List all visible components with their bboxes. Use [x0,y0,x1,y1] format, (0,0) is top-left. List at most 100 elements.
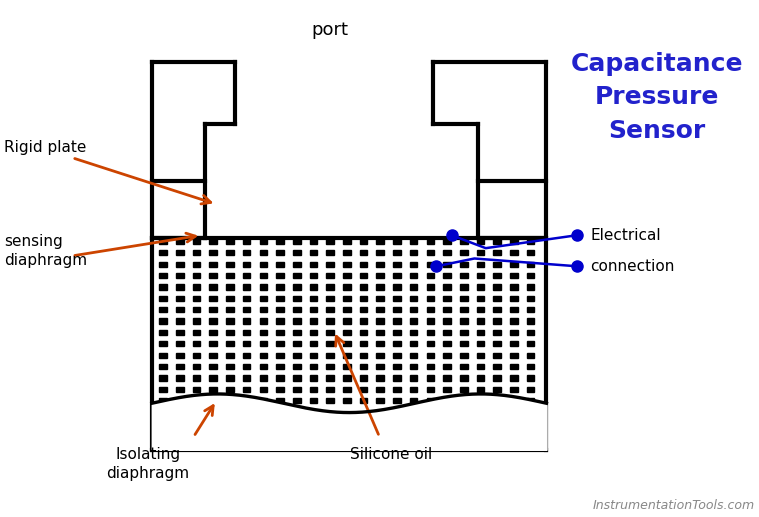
Bar [310,387,317,392]
Bar [243,353,250,358]
Bar [493,307,501,312]
Bar [410,307,417,312]
Bar [510,330,518,335]
Bar [410,318,417,324]
Bar [176,273,184,278]
Bar [360,353,367,358]
Bar [460,330,468,335]
Bar [193,262,200,267]
Bar [293,330,301,335]
Bar [193,307,200,312]
Bar [510,239,518,244]
Bar [410,296,417,301]
Bar [226,398,234,403]
Bar [310,262,317,267]
Bar [360,273,367,278]
Bar [527,353,534,358]
Bar [376,273,384,278]
Bar [493,330,501,335]
Bar [193,364,200,369]
Bar [510,262,518,267]
Bar [477,398,484,403]
Bar [226,250,234,255]
Bar [460,387,468,392]
Bar [260,250,267,255]
Bar [243,262,250,267]
Text: InstrumentationTools.com: InstrumentationTools.com [593,499,755,512]
Bar [193,375,200,381]
Bar [527,341,534,346]
Bar [493,398,501,403]
Bar [159,341,167,346]
Bar [493,239,501,244]
Bar [293,307,301,312]
Bar [226,387,234,392]
Bar [376,364,384,369]
Bar [427,375,434,381]
Bar [443,387,451,392]
Bar [510,273,518,278]
Bar [260,353,267,358]
Bar [159,318,167,324]
Bar [477,296,484,301]
Bar [477,239,484,244]
Bar [209,262,217,267]
Bar [460,307,468,312]
Bar [477,273,484,278]
Bar [393,250,401,255]
Bar [376,330,384,335]
Bar [176,239,184,244]
Bar [510,318,518,324]
Bar [460,250,468,255]
Bar [427,330,434,335]
Bar [159,296,167,301]
Bar [443,273,451,278]
Bar [493,262,501,267]
Bar [276,307,284,312]
Bar [427,262,434,267]
Bar [376,250,384,255]
Bar [493,296,501,301]
Bar [226,284,234,290]
Bar [243,387,250,392]
Bar [209,330,217,335]
Bar [393,273,401,278]
Bar [260,318,267,324]
Bar [393,318,401,324]
Bar [310,273,317,278]
Bar [176,330,184,335]
Bar [393,375,401,381]
Bar [510,307,518,312]
Bar [276,262,284,267]
Bar [326,296,334,301]
Bar [326,387,334,392]
Bar [343,330,351,335]
Text: sensing
diaphragm: sensing diaphragm [4,234,87,267]
Bar [276,375,284,381]
Bar [410,387,417,392]
Bar [176,353,184,358]
Bar [443,262,451,267]
Bar [376,341,384,346]
Bar [326,318,334,324]
Bar [326,398,334,403]
Bar [427,250,434,255]
Bar [527,330,534,335]
Bar [510,341,518,346]
Bar [527,398,534,403]
Bar [159,239,167,244]
Bar [493,375,501,381]
Bar [443,341,451,346]
Bar [209,387,217,392]
Bar [243,307,250,312]
Bar [443,364,451,369]
Bar [293,341,301,346]
Bar [293,387,301,392]
Bar [443,330,451,335]
Bar [310,398,317,403]
Bar [226,296,234,301]
Bar [460,296,468,301]
Bar [376,353,384,358]
Bar [176,307,184,312]
Bar [493,364,501,369]
